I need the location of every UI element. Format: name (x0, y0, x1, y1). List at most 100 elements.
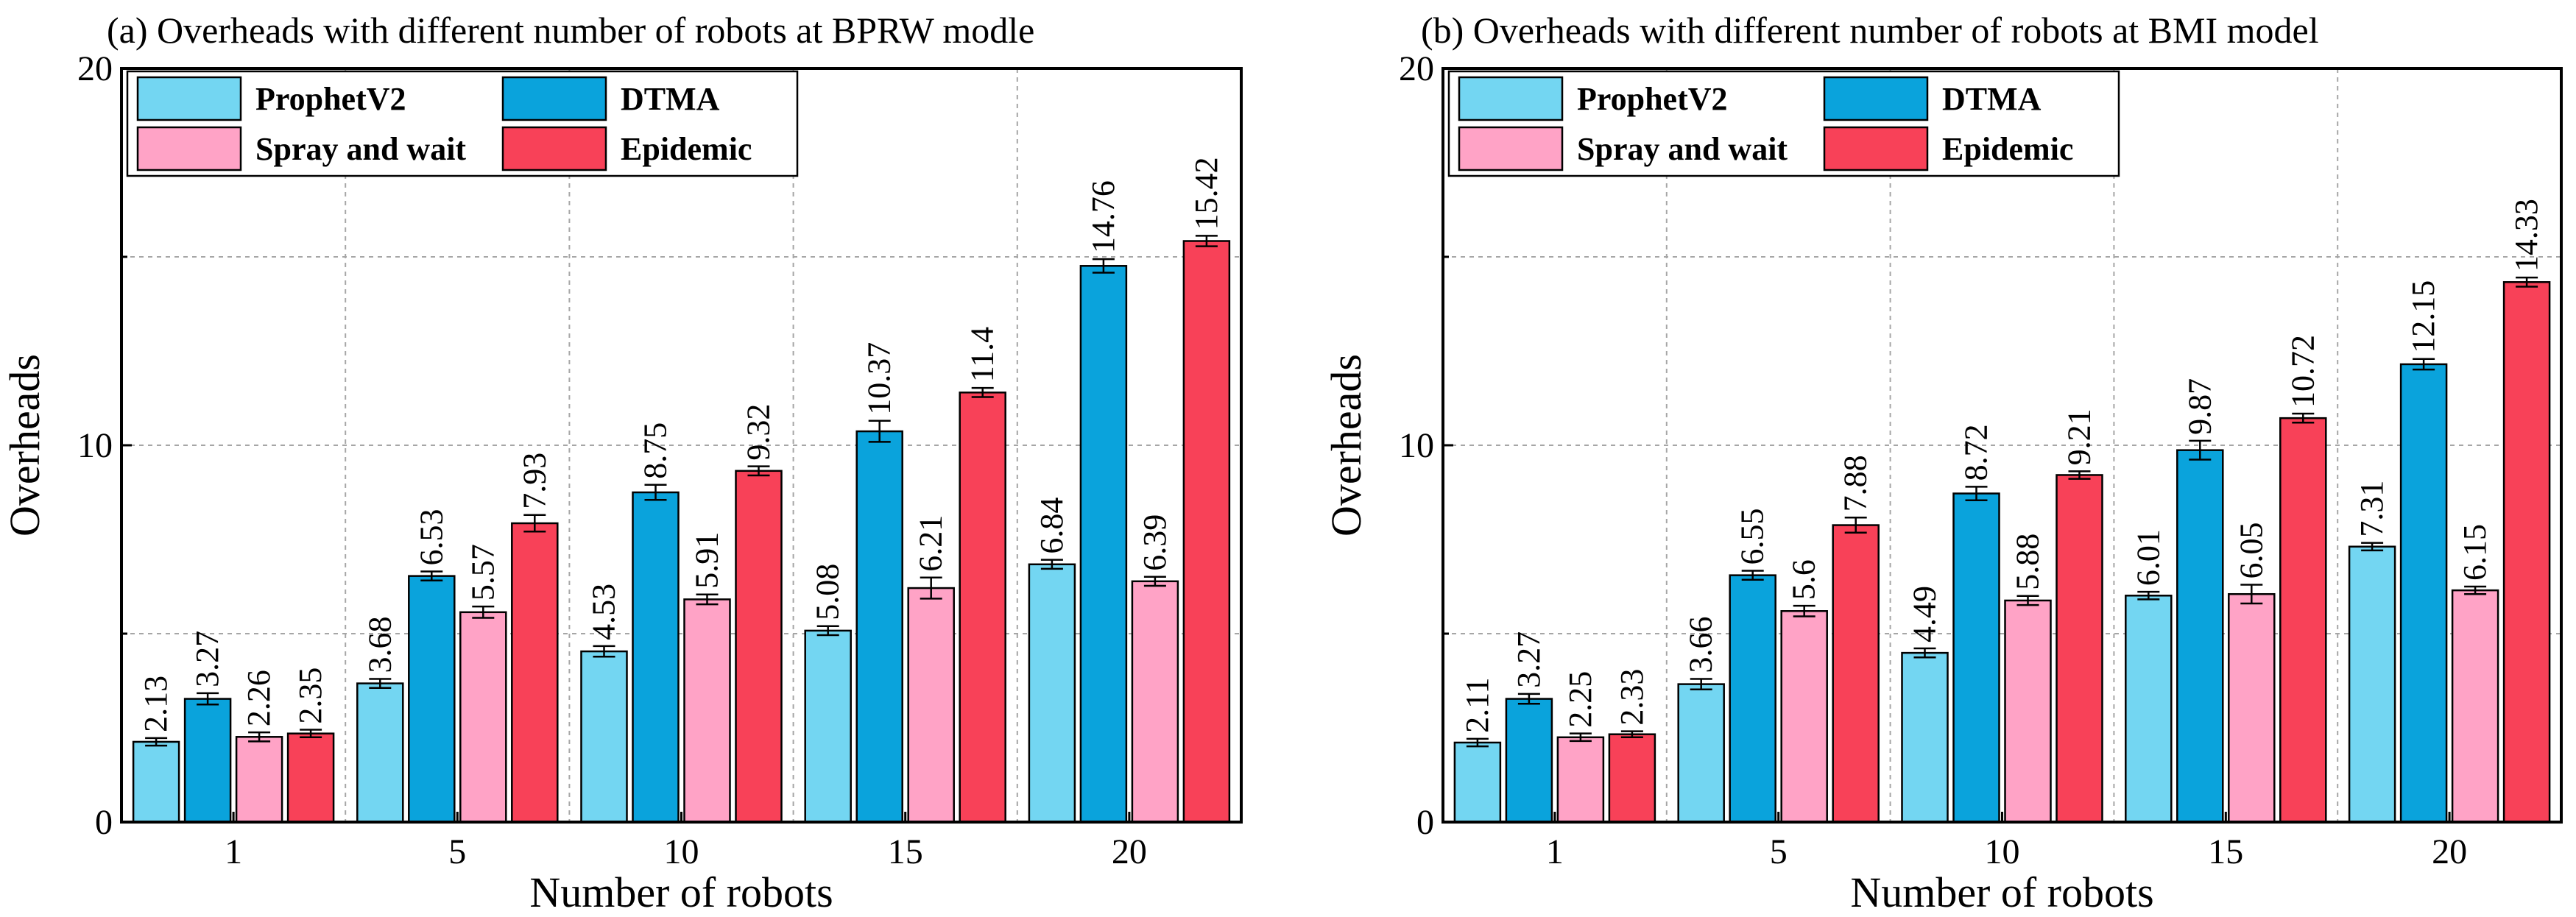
chart-title: (b) Overheads with different number of r… (1421, 10, 2319, 51)
x-axis: 1 5 10 15 20 (1546, 812, 2467, 871)
bar (959, 392, 1006, 824)
legend-label: Epidemic (1942, 131, 2073, 167)
data-label: 5.6 (1786, 559, 1822, 600)
bar (1453, 741, 1502, 824)
legend-swatch (1458, 76, 1564, 121)
data-label: 5.91 (689, 532, 725, 589)
bar (1556, 736, 1605, 824)
data-label: 6.55 (1735, 508, 1771, 564)
bar (235, 736, 283, 824)
data-label: 4.53 (586, 584, 622, 640)
legend-swatch (1823, 126, 1929, 171)
data-label: 4.49 (1907, 586, 1943, 642)
y-tick-label: 20 (1399, 49, 1434, 88)
data-label: 5.88 (2010, 534, 2046, 590)
y-tick-label: 0 (1416, 803, 1434, 842)
data-label: 7.93 (516, 453, 552, 509)
data-label: 15.42 (1188, 157, 1224, 230)
legend-label: Spray and wait (1577, 131, 1788, 167)
bar (632, 491, 680, 824)
x-tick-label: 5 (1770, 832, 1788, 871)
grid-lines (121, 68, 1241, 822)
bar (1608, 733, 1656, 824)
data-label: 3.27 (1511, 631, 1547, 688)
bar (2125, 595, 2173, 824)
data-label: 5.08 (810, 564, 846, 620)
x-tick-label: 15 (2208, 832, 2243, 871)
legend: ProphetV2 DTMA Spray and wait Epidemic (1447, 70, 2120, 177)
data-label: 3.27 (189, 631, 225, 687)
bar (2228, 592, 2276, 824)
legend-swatch (501, 76, 607, 121)
bar (1952, 492, 2000, 824)
bar (132, 740, 180, 824)
series-prophetv2: 2.13 3.68 4.53 5.08 6.84 (132, 498, 1076, 824)
bar (855, 430, 903, 824)
legend-label: DTMA (621, 81, 720, 117)
data-label: 9.21 (2061, 408, 2097, 465)
bar (2399, 363, 2448, 824)
y-tick-label: 0 (95, 803, 113, 842)
bar (511, 522, 559, 824)
bar (1832, 524, 1880, 824)
bar (2502, 281, 2551, 824)
bar (2176, 449, 2224, 824)
bar (804, 629, 852, 824)
bar (1729, 574, 1776, 824)
data-label: 10.72 (2284, 335, 2321, 408)
bar (1901, 651, 1949, 824)
bar (1505, 698, 1553, 824)
bar (1677, 683, 1725, 824)
bar (2279, 417, 2327, 824)
data-label: 7.31 (2354, 481, 2390, 537)
x-axis: 1 5 10 15 20 (225, 812, 1147, 871)
legend-swatch (136, 126, 242, 171)
legend-label: DTMA (1942, 81, 2042, 117)
data-label: 3.68 (361, 616, 398, 673)
y-axis-label: Overheads (1322, 354, 1370, 537)
y-tick-label: 10 (1399, 426, 1434, 465)
series-spray-and-wait: 2.26 5.57 5.91 6.21 6.39 (235, 514, 1179, 824)
x-tick-label: 1 (1546, 832, 1564, 871)
y-tick-label: 20 (77, 49, 113, 88)
chart-panel-b: (b) Overheads with different number of r… (1322, 10, 2563, 916)
bar (2055, 474, 2103, 824)
legend: ProphetV2 DTMA Spray and wait Epidemic (126, 70, 799, 177)
data-label: 2.13 (138, 676, 174, 732)
legend-swatch (501, 126, 607, 171)
data-label: 6.39 (1137, 514, 1173, 571)
series-prophetv2: 2.11 3.66 4.49 6.01 7.31 (1453, 481, 2396, 824)
legend-label: Epidemic (621, 131, 752, 167)
y-axis-label: Overheads (1, 354, 49, 537)
data-label: 6.05 (2233, 522, 2269, 578)
bar (2451, 589, 2499, 824)
x-tick-label: 15 (888, 832, 923, 871)
data-label: 2.35 (292, 668, 328, 724)
data-label: 3.66 (1683, 616, 1719, 673)
bar (2348, 545, 2396, 824)
bar (580, 650, 628, 824)
bar (683, 598, 731, 824)
series-epidemic: 2.33 7.88 9.21 10.72 14.33 (1608, 199, 2551, 824)
legend-label: ProphetV2 (255, 81, 406, 117)
bar (735, 470, 783, 824)
series-dtma: 3.27 6.53 8.75 10.37 14.76 (183, 180, 1128, 824)
series-dtma: 3.27 6.55 8.72 9.87 12.15 (1505, 280, 2448, 824)
legend-swatch (136, 76, 242, 121)
legend-label: ProphetV2 (1577, 81, 1728, 117)
x-tick-label: 20 (1112, 832, 1147, 871)
data-label: 8.72 (1958, 424, 1994, 481)
data-label: 6.21 (913, 515, 949, 572)
bar (1079, 265, 1128, 824)
bar (907, 587, 955, 824)
bar (183, 698, 232, 824)
bar (356, 682, 404, 824)
y-axis: 0 10 20 (1399, 49, 1453, 842)
legend-swatch (1458, 126, 1564, 171)
bar (408, 575, 456, 824)
y-tick-label: 10 (77, 426, 113, 465)
bar (1182, 240, 1231, 824)
x-tick-label: 5 (448, 832, 466, 871)
data-label: 2.25 (1562, 671, 1598, 728)
